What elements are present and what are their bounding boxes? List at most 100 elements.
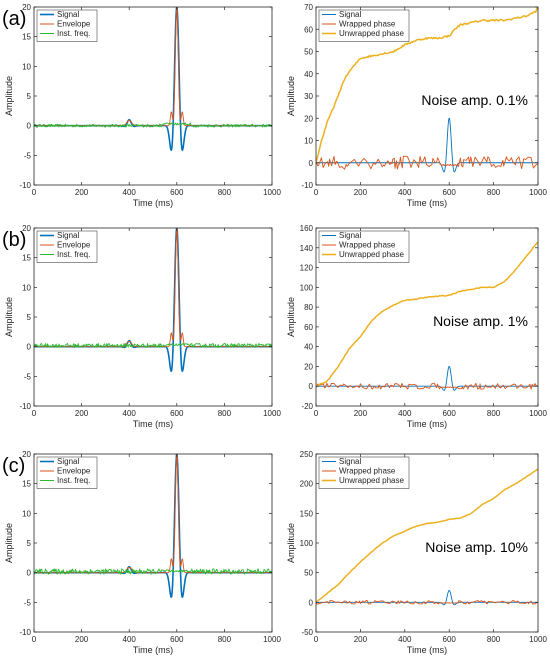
x-tick-label: 1000 <box>529 188 547 197</box>
y-tick-label: 20 <box>22 3 31 12</box>
x-tick-label: 600 <box>443 188 457 197</box>
legend-entry: Signal <box>57 457 79 466</box>
x-tick-label: 600 <box>443 635 457 644</box>
x-tick-label: 800 <box>218 188 232 197</box>
y-tick-label: 10 <box>304 137 313 146</box>
x-tick-label: 200 <box>75 635 89 644</box>
series-group <box>316 7 538 173</box>
legend-entry: Wrapped phase <box>339 241 396 250</box>
x-tick-label: 1000 <box>529 409 547 418</box>
y-tick-label: 140 <box>300 244 314 253</box>
noise-annotation: Noise amp. 0.1% <box>421 92 528 108</box>
chart-a-left: 0 200 400 600 800 1000 -10 -5 0 5 10 15 20 Time (ms) A… <box>2 3 281 208</box>
x-tick-label: 400 <box>123 635 137 644</box>
x-tick-label: 200 <box>75 188 89 197</box>
y-tick-label: 5 <box>27 313 32 322</box>
chart-c-right: 0 200 400 600 800 1000-50050100150200250Time … <box>286 450 547 655</box>
x-tick-label: 400 <box>123 188 137 197</box>
legend-entry: Inst. freq. <box>57 29 90 38</box>
y-axis-label: Amplitude <box>286 76 296 116</box>
x-tick-label: 400 <box>398 409 412 418</box>
x-tick-label: 0 <box>32 188 37 197</box>
y-tick-label: 15 <box>22 33 31 42</box>
y-tick-label: -20 <box>301 402 313 411</box>
series-group <box>34 454 272 598</box>
x-tick-label: 200 <box>354 635 368 644</box>
series-line-inst-freq <box>34 342 272 348</box>
y-axis-label: Amplitude <box>4 297 14 337</box>
legend-entry: Signal <box>57 231 79 240</box>
y-tick-label: 250 <box>300 450 314 459</box>
y-tick-label: 10 <box>22 62 31 71</box>
y-tick-label: 50 <box>304 569 313 578</box>
y-tick-label: 0 <box>27 569 32 578</box>
x-axis-label: Time (ms) <box>407 645 447 655</box>
y-tick-label: 70 <box>304 3 313 12</box>
x-tick-label: 600 <box>170 635 184 644</box>
x-tick-label: 1000 <box>263 188 281 197</box>
y-tick-label: -5 <box>24 598 32 607</box>
noise-annotation: Noise amp. 10% <box>425 539 528 555</box>
x-tick-label: 600 <box>443 409 457 418</box>
y-tick-label: 0 <box>309 598 314 607</box>
legend-entry: Envelope <box>57 20 91 29</box>
y-tick-label: 40 <box>304 343 313 352</box>
y-tick-label: -5 <box>24 151 32 160</box>
x-tick-label: 0 <box>32 409 37 418</box>
series-group <box>34 7 272 151</box>
x-tick-label: 800 <box>218 635 232 644</box>
legend-entry: Inst. freq. <box>57 250 90 259</box>
x-tick-label: 200 <box>354 409 368 418</box>
x-tick-label: 800 <box>487 409 501 418</box>
series-line-inst-freq <box>34 122 272 128</box>
legend-entry: Unwrapped phase <box>339 250 404 259</box>
series-line-wrapped-phase <box>316 155 538 170</box>
y-tick-label: -10 <box>19 181 31 190</box>
y-tick-label: -10 <box>301 181 313 190</box>
x-axis-label: Time (ms) <box>407 198 447 208</box>
legend-entry: Wrapped phase <box>339 20 396 29</box>
legend-entry: Unwrapped phase <box>339 29 404 38</box>
y-axis-label: Amplitude <box>286 297 296 337</box>
y-tick-label: 60 <box>304 25 313 34</box>
x-tick-label: 0 <box>32 635 37 644</box>
y-tick-label: 160 <box>300 224 314 233</box>
y-tick-label: 30 <box>304 92 313 101</box>
y-tick-label: 100 <box>300 283 314 292</box>
x-tick-label: 1000 <box>263 409 281 418</box>
chart-b-left: 0 200 400 600 800 1000 -10 -5 0 5 10 15 20 Time (ms) A… <box>2 224 281 429</box>
legend-entry: Signal <box>339 10 361 19</box>
series-line-unwrapped-phase <box>316 468 538 603</box>
y-tick-label: 150 <box>300 509 314 518</box>
y-tick-label: 40 <box>304 70 313 79</box>
y-tick-label: 15 <box>22 480 31 489</box>
legend-entry: Signal <box>339 457 361 466</box>
y-axis-label: Amplitude <box>4 523 14 563</box>
x-tick-label: 400 <box>398 188 412 197</box>
x-tick-label: 0 <box>314 635 319 644</box>
y-tick-label: 100 <box>300 539 314 548</box>
y-tick-label: 10 <box>22 283 31 292</box>
series-line-signal <box>316 365 538 391</box>
chart-a-right: 0 200 400 600 800 1000-10010203040506070Time … <box>286 3 547 208</box>
legend-entry: Signal <box>57 10 79 19</box>
y-tick-label: 120 <box>300 264 314 273</box>
y-tick-label: 10 <box>22 509 31 518</box>
y-tick-label: -50 <box>301 628 313 637</box>
y-tick-label: 0 <box>27 122 32 131</box>
x-axis-label: Time (ms) <box>407 419 447 429</box>
x-tick-label: 0 <box>314 409 319 418</box>
x-tick-label: 1000 <box>529 635 547 644</box>
x-tick-label: 200 <box>354 188 368 197</box>
y-axis-label: Amplitude <box>286 523 296 563</box>
x-tick-label: 400 <box>398 635 412 644</box>
panel-label: (b) <box>2 229 26 251</box>
y-tick-label: 15 <box>22 254 31 263</box>
x-tick-label: 600 <box>170 188 184 197</box>
series-line-inst-freq <box>34 568 272 575</box>
axes-frame <box>315 227 539 407</box>
